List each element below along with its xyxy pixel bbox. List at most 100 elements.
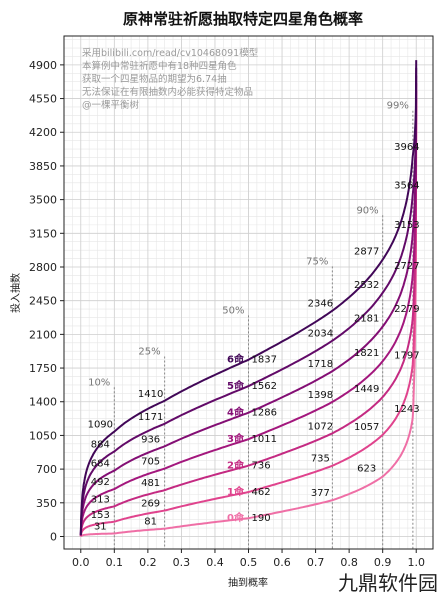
data-label: 623 [357, 464, 376, 475]
data-label: 2034 [308, 329, 333, 340]
x-tick-label: 0.0 [72, 556, 90, 569]
data-label: 3564 [394, 180, 419, 191]
watermark-text: 九鼎软件园 [338, 571, 438, 595]
data-label: 190 [252, 513, 271, 524]
x-tick-label: 0.9 [374, 556, 392, 569]
x-tick-label: 0.2 [139, 556, 157, 569]
data-label: 153 [91, 510, 110, 521]
y-tick-label: 1400 [29, 396, 57, 409]
data-label: 377 [311, 488, 330, 499]
series-line [79, 75, 418, 536]
x-tick-label: 0.8 [340, 556, 358, 569]
x-tick-label: 0.4 [206, 556, 224, 569]
y-tick-label: 4900 [29, 59, 57, 72]
data-label: 705 [141, 457, 160, 468]
percentile-label: 25% [138, 347, 160, 358]
series-line [79, 67, 418, 535]
y-tick-label: 4200 [29, 126, 57, 139]
series-line [79, 98, 418, 537]
series-line [79, 83, 418, 536]
data-label: 1562 [252, 381, 277, 392]
data-label: 1090 [88, 420, 113, 431]
x-tick-label: 0.3 [173, 556, 191, 569]
data-label: 3153 [394, 220, 419, 231]
data-label: 684 [91, 459, 110, 470]
series-name-label: 5命 [227, 379, 245, 392]
data-label: 1410 [138, 389, 163, 400]
y-tick-label: 4550 [29, 93, 57, 106]
series-name-label: 6命 [227, 353, 245, 366]
data-label: 1718 [308, 359, 333, 370]
data-label: 1398 [308, 390, 333, 401]
y-tick-label: 2800 [29, 261, 57, 274]
data-label: 1011 [252, 434, 277, 445]
series-line [79, 60, 418, 535]
y-tick-label: 0 [50, 530, 57, 543]
data-label: 2877 [354, 247, 379, 258]
x-tick-label: 1.0 [407, 556, 425, 569]
series-name-label: 3命 [227, 432, 245, 445]
note-line: @一棵平衡树 [82, 99, 140, 111]
y-tick-label: 1050 [29, 429, 57, 442]
axis-ticks: 0.0 0.1 0.2 0.3 0.4 0.5 0.6 0.7 0.8 0.9 1.0 0 350 700… [29, 59, 425, 569]
x-tick-label: 0.5 [240, 556, 258, 569]
data-label: 1449 [354, 384, 379, 395]
series-name-label: 0命 [227, 511, 245, 524]
data-label: 2727 [394, 261, 419, 272]
data-label: 1286 [252, 408, 277, 419]
note-line: 无法保证在有限抽数内必能获得特定物品 [82, 86, 253, 98]
y-tick-label: 2100 [29, 328, 57, 341]
data-label: 884 [91, 439, 110, 450]
series-name-label: 1命 [227, 485, 245, 498]
data-label: 1072 [308, 421, 333, 432]
data-label: 81 [144, 517, 157, 528]
data-label: 1171 [138, 412, 163, 423]
note-line: 采用bilibili.com/read/cv10468091模型 [82, 47, 259, 59]
data-label: 735 [311, 454, 330, 465]
notes-block: 采用bilibili.com/read/cv10468091模型本算例中常驻祈愿… [82, 47, 259, 111]
data-label: 736 [252, 461, 271, 472]
data-label: 462 [252, 487, 271, 498]
y-axis-label: 投入抽数 [9, 273, 22, 313]
data-label: 313 [91, 494, 110, 505]
data-label: 492 [91, 477, 110, 488]
x-tick-label: 0.7 [307, 556, 325, 569]
data-label: 31 [94, 522, 107, 533]
data-label: 481 [141, 478, 160, 489]
series-name-label: 2命 [227, 459, 245, 472]
data-label: 1821 [354, 348, 379, 359]
chart-title: 原神常驻祈愿抽取特定四星角色概率 [123, 10, 363, 28]
series-name-label: 4命 [227, 406, 245, 419]
series-line [79, 90, 418, 536]
percentile-label: 50% [222, 305, 244, 316]
data-label: 1057 [354, 422, 379, 433]
data-label: 1837 [252, 355, 277, 366]
percentile-label: 99% [387, 101, 409, 112]
data-labels: 31 81 377 623 1243 0命 190 153 269 735 1057 1797 1命 46… [88, 142, 420, 533]
percentile-markers: 10% 25% 50% 75% 90% 99% [88, 101, 414, 549]
data-label: 2279 [394, 304, 419, 315]
y-tick-label: 3150 [29, 227, 57, 240]
y-tick-label: 700 [36, 463, 57, 476]
y-tick-label: 3500 [29, 194, 57, 207]
x-axis-label: 抽到概率 [228, 576, 268, 589]
data-label: 2346 [308, 299, 333, 310]
percentile-label: 90% [356, 205, 378, 216]
y-tick-label: 2450 [29, 295, 57, 308]
data-label: 269 [141, 499, 160, 510]
data-label: 936 [141, 434, 160, 445]
percentile-label: 75% [306, 256, 328, 267]
x-tick-label: 0.6 [273, 556, 291, 569]
data-label: 1243 [394, 404, 419, 415]
y-tick-label: 1750 [29, 362, 57, 375]
series-line [79, 106, 418, 538]
x-tick-label: 0.1 [106, 556, 124, 569]
data-label: 2181 [354, 314, 379, 325]
y-tick-label: 3850 [29, 160, 57, 173]
data-label: 2532 [354, 280, 379, 291]
y-tick-label: 350 [36, 497, 57, 510]
note-line: 本算例中常驻祈愿中有18种四星角色 [82, 60, 237, 72]
data-label: 1797 [394, 351, 419, 362]
series-lines [79, 60, 418, 538]
